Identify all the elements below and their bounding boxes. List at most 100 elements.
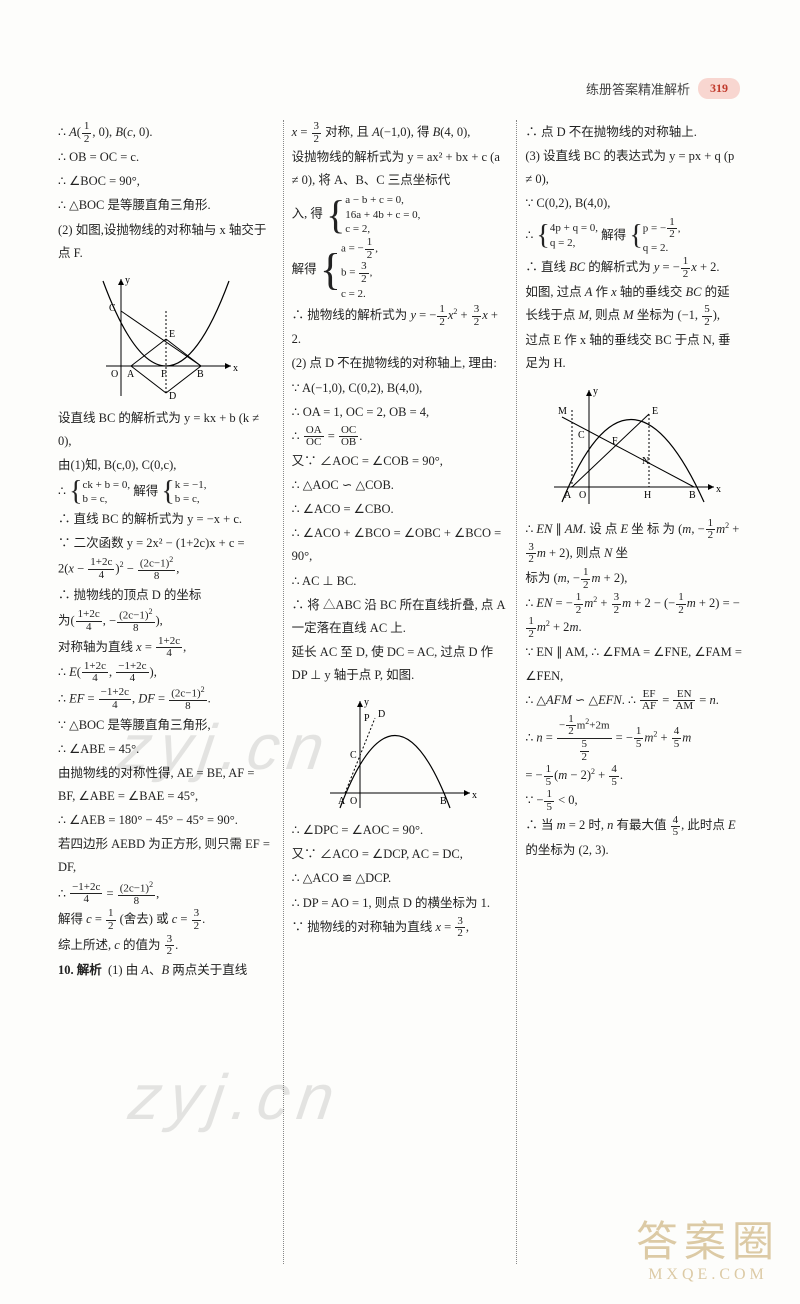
svg-text:C: C <box>350 750 357 761</box>
text: ∴ OB = OC = c. <box>58 146 275 169</box>
text: ∵ 二次函数 y = 2x² − (1+2c)x + c = <box>58 532 275 555</box>
corner-watermark-big: 答案圈 <box>636 1220 780 1266</box>
text: ∴ OA = 1, OC = 2, OB = 4, <box>292 401 509 424</box>
text: ∴ A(12, 0), B(c, 0). <box>58 121 275 145</box>
text: 过点 E 作 x 轴的垂线交 BC 于点 N, 垂足为 H. <box>525 329 742 375</box>
column-2: x = 32 对称, 且 A(−1,0), 得 B(4, 0), 设抛物线的解析… <box>283 120 517 1264</box>
text: ∴ DP = AO = 1, 则点 D 的横坐标为 1. <box>292 892 509 915</box>
svg-text:C: C <box>109 303 116 314</box>
text: ∴ 直线 BC 的解析式为 y = −12x + 2. <box>525 256 742 280</box>
corner-watermark-small: MXQE.COM <box>636 1266 780 1284</box>
column-3: ∴ 点 D 不在抛物线的对称轴上. (3) 设直线 BC 的表达式为 y = p… <box>516 120 750 1264</box>
text: ∴ 抛物线的顶点 D 的坐标 <box>58 584 275 607</box>
figure-parabola-1: x y O C A F B E D <box>91 271 241 401</box>
svg-text:D: D <box>378 709 385 720</box>
text: 入, 得 {a − b + c = 0,16a + 4b + c = 0,c =… <box>292 193 509 236</box>
corner-watermark: 答案圈 MXQE.COM <box>636 1220 780 1284</box>
figure-parabola-3: x y O M C E F N A H B <box>544 382 724 512</box>
text: 若四边形 AEBD 为正方形, 则只需 EF = DF, <box>58 833 275 879</box>
text: 为(1+2c4, −(2c−1)28), <box>58 608 275 635</box>
text: ∴ 抛物线的解析式为 y = −12x2 + 32x + 2. <box>292 304 509 351</box>
svg-text:M: M <box>558 406 567 417</box>
text: 由抛物线的对称性得, AE = BE, AF = BF, ∠ABE = ∠BAE… <box>58 762 275 808</box>
text: 设直线 BC 的解析式为 y = kx + b (k ≠ 0), <box>58 407 275 453</box>
text: ∴ △AFM ∽ △EFN. ∴ EFAF = ENAM = n. <box>525 689 742 713</box>
text: ∴ n = −12m2+2m52 = −15m2 + 45m <box>525 714 742 763</box>
text: ∴ OAOC = OCOB. <box>292 425 509 449</box>
content-columns: ∴ A(12, 0), B(c, 0). ∴ OB = OC = c. ∴ ∠B… <box>50 120 750 1264</box>
text: ∵ C(0,2), B(4,0), <box>525 192 742 215</box>
text: ∵ EN ∥ AM, ∴ ∠FMA = ∠FNE, ∠FAM = ∠FEN, <box>525 641 742 687</box>
text: 对称轴为直线 x = 1+2c4, <box>58 636 275 660</box>
text: ∵ −15 < 0, <box>525 789 742 813</box>
svg-text:x: x <box>472 790 477 801</box>
text: 又∵ ∠AOC = ∠COB = 90°, <box>292 450 509 473</box>
figure-parabola-2: x y O A B C P D <box>320 693 480 813</box>
text: x = 32 对称, 且 A(−1,0), 得 B(4, 0), <box>292 121 509 145</box>
text: 由(1)知, B(c,0), C(0,c), <box>58 454 275 477</box>
page-header: 练册答案精准解析 319 <box>586 78 740 99</box>
text: (2) 点 D 不在抛物线的对称轴上, 理由: <box>292 352 509 375</box>
text: ∴ △AOC ∽ △COB. <box>292 474 509 497</box>
text: ∴ △BOC 是等腰直角三角形. <box>58 194 275 217</box>
svg-text:A: A <box>564 490 572 501</box>
text: 2(x − 1+2c4)2 − (2c−1)28, <box>58 556 275 583</box>
text: 解得 c = 12 (舍去) 或 c = 32. <box>58 908 275 932</box>
text: ∴ {4p + q = 0,q = 2, 解得 {p = −12,q = 2. <box>525 217 742 255</box>
text: ∴ E(1+2c4, −1+2c4), <box>58 661 275 685</box>
text: = −15(m − 2)2 + 45. <box>525 764 742 788</box>
svg-text:O: O <box>579 490 586 501</box>
svg-text:N: N <box>642 456 649 467</box>
text: ∴ 直线 BC 的解析式为 y = −x + c. <box>58 508 275 531</box>
text: ∴ EF = −1+2c4, DF = (2c−1)28. <box>58 686 275 713</box>
svg-text:E: E <box>652 406 658 417</box>
header-label: 练册答案精准解析 <box>586 79 690 98</box>
text: 如图, 过点 A 作 x 轴的垂线交 BC 的延长线于点 M, 则点 M 坐标为… <box>525 281 742 328</box>
svg-text:y: y <box>125 275 130 286</box>
text: ∴ ∠ABE = 45°. <box>58 738 275 761</box>
text: 标为 (m, −12m + 2), <box>525 567 742 591</box>
text: ∴ 将 △ABC 沿 BC 所在直线折叠, 点 A 一定落在直线 AC 上. <box>292 594 509 640</box>
text: ∵ A(−1,0), C(0,2), B(4,0), <box>292 377 509 400</box>
problem-start: 10. 解析 (1) 由 A、B 两点关于直线 <box>58 959 275 982</box>
svg-text:y: y <box>593 386 598 397</box>
text: ∴ AC ⊥ BC. <box>292 570 509 593</box>
text: ∴ {ck + b = 0,b = c, 解得 {k = −1,b = c, <box>58 478 275 507</box>
svg-text:y: y <box>364 697 369 708</box>
svg-text:B: B <box>197 369 204 380</box>
text: ∴ 当 m = 2 时, n 有最大值 45, 此时点 E 的坐标为 (2, 3… <box>525 814 742 861</box>
svg-text:D: D <box>169 391 176 401</box>
svg-text:E: E <box>169 329 175 340</box>
text: ∴ EN = −12m2 + 32m + 2 − (−12m + 2) = −1… <box>525 592 742 640</box>
svg-text:x: x <box>716 484 721 495</box>
text: ∴ ∠BOC = 90°, <box>58 170 275 193</box>
page-number-badge: 319 <box>698 78 740 99</box>
text: (2) 如图,设抛物线的对称轴与 x 轴交于点 F. <box>58 219 275 265</box>
svg-text:O: O <box>350 796 357 807</box>
text: (3) 设直线 BC 的表达式为 y = px + q (p ≠ 0), <box>525 145 742 191</box>
svg-text:B: B <box>440 796 447 807</box>
text: ∴ ∠AEB = 180° − 45° − 45° = 90°. <box>58 809 275 832</box>
text: ∴ EN ∥ AM. 设 点 E 坐 标 为 (m, −12m2 + 32m +… <box>525 518 742 566</box>
text: 延长 AC 至 D, 使 DC = AC, 过点 D 作 DP ⊥ y 轴于点 … <box>292 641 509 687</box>
column-1: ∴ A(12, 0), B(c, 0). ∴ OB = OC = c. ∴ ∠B… <box>50 120 283 1264</box>
svg-text:H: H <box>644 490 651 501</box>
svg-text:F: F <box>161 369 167 380</box>
text: ∵ △BOC 是等腰直角三角形, <box>58 714 275 737</box>
svg-text:B: B <box>689 490 696 501</box>
svg-text:C: C <box>578 430 585 441</box>
svg-text:P: P <box>364 713 370 724</box>
text: 综上所述, c 的值为 32. <box>58 934 275 958</box>
text: 又∵ ∠ACO = ∠DCP, AC = DC, <box>292 843 509 866</box>
text: ∵ 抛物线的对称轴为直线 x = 32, <box>292 916 509 940</box>
text: ∴ −1+2c4 = (2c−1)28, <box>58 881 275 908</box>
text: ∴ 点 D 不在抛物线的对称轴上. <box>525 121 742 144</box>
svg-text:A: A <box>338 796 346 807</box>
text: ∴ △ACO ≌ △DCP. <box>292 867 509 890</box>
text: 解得 {a = −12,b = 32,c = 2. <box>292 237 509 303</box>
svg-text:x: x <box>233 363 238 374</box>
text: ∴ ∠ACO = ∠CBO. <box>292 498 509 521</box>
text: 设抛物线的解析式为 y = ax² + bx + c (a ≠ 0), 将 A、… <box>292 146 509 192</box>
svg-text:F: F <box>612 436 618 447</box>
svg-text:O: O <box>111 369 118 380</box>
